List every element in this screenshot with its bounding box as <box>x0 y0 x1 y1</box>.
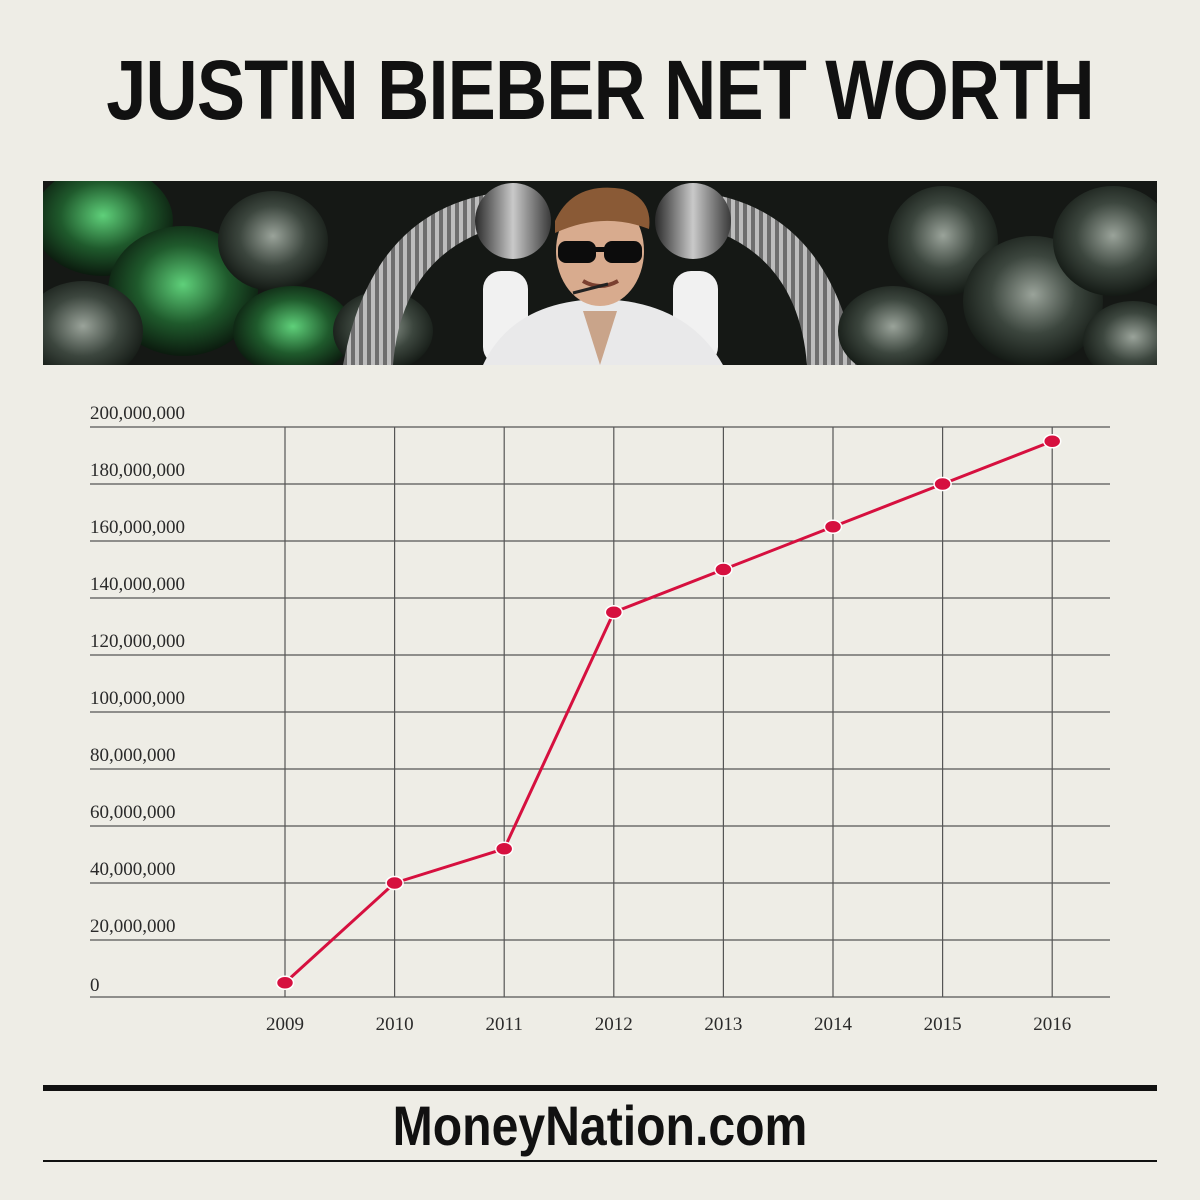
right-speakers <box>838 186 1157 365</box>
data-point-2009 <box>275 975 295 990</box>
y-tick-label: 100,000,000 <box>90 688 185 709</box>
y-tick-label: 120,000,000 <box>90 631 185 652</box>
data-point-2012 <box>604 605 624 620</box>
concert-photo-banner <box>43 181 1157 365</box>
y-axis-tick-labels: 0 20,000,000 40,000,000 60,000,000 80,000,00… <box>90 403 185 996</box>
x-tick-label: 2011 <box>486 1014 523 1035</box>
data-point-2015 <box>933 476 952 492</box>
x-axis-tick-labels: 2009 2010 2011 2012 2013 2014 2015 2016 <box>266 1014 1071 1035</box>
data-point-2010 <box>385 875 404 891</box>
y-tick-label: 140,000,000 <box>90 574 185 595</box>
data-points <box>275 434 1062 990</box>
chart-title: JUSTIN BIEBER NET WORTH <box>106 43 1094 137</box>
net-worth-series-line <box>283 439 1053 984</box>
data-point-2011 <box>494 841 514 857</box>
data-point-2014 <box>823 519 843 534</box>
y-tick-label: 180,000,000 <box>90 460 185 481</box>
footer-rule-top <box>43 1085 1157 1091</box>
y-tick-label: 200,000,000 <box>90 403 185 424</box>
line-chart-svg: 0 20,000,000 40,000,000 60,000,000 80,000,00… <box>90 403 1110 1035</box>
y-tick-label: 40,000,000 <box>90 859 176 880</box>
x-tick-label: 2014 <box>814 1014 853 1035</box>
net-worth-line <box>283 439 1053 984</box>
y-tick-label: 60,000,000 <box>90 802 176 823</box>
footer-rule-bottom <box>43 1160 1157 1162</box>
y-tick-label: 80,000,000 <box>90 745 176 766</box>
y-tick-label: 20,000,000 <box>90 916 176 937</box>
y-tick-label: 0 <box>90 975 100 996</box>
x-tick-label: 2010 <box>376 1014 414 1035</box>
concert-photo <box>43 181 1157 365</box>
performer-figure <box>483 187 723 365</box>
grid-lines <box>90 426 1110 998</box>
data-point-2013 <box>714 562 733 577</box>
site-credit: MoneyNation.com <box>392 1094 808 1157</box>
net-worth-chart: 0 20,000,000 40,000,000 60,000,000 80,000,00… <box>0 390 1200 1050</box>
x-tick-label: 2015 <box>924 1014 962 1035</box>
x-tick-label: 2009 <box>266 1014 304 1035</box>
x-tick-label: 2012 <box>595 1014 633 1035</box>
y-tick-label: 160,000,000 <box>90 517 185 538</box>
x-tick-label: 2016 <box>1033 1014 1071 1035</box>
data-point-2016 <box>1042 434 1062 449</box>
x-tick-label: 2013 <box>704 1014 742 1035</box>
